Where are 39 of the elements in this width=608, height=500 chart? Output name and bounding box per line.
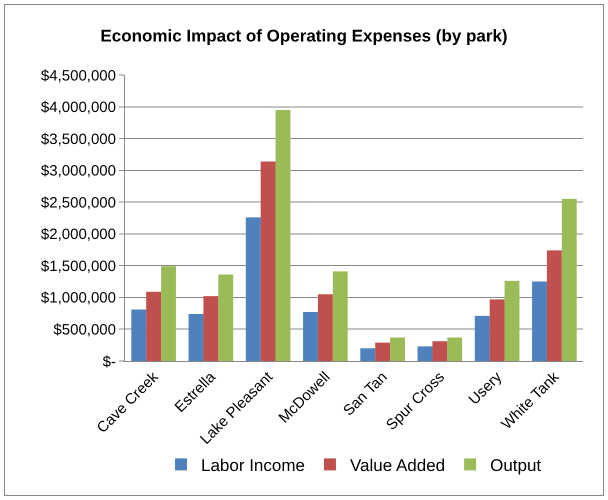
- bar: [418, 346, 432, 361]
- bar: [447, 337, 462, 361]
- bar: [188, 314, 204, 361]
- bar: [218, 274, 234, 361]
- y-tick-label: $4,000,000: [40, 99, 116, 116]
- bar: [303, 312, 318, 361]
- bar: [332, 271, 348, 361]
- bar: [474, 316, 490, 361]
- bar: [546, 250, 562, 361]
- chart-title: Economic Impact of Operating Expenses (by park): [100, 26, 508, 46]
- y-tick-label: $4,500,000: [40, 67, 116, 84]
- y-tick-label: $-: [102, 353, 116, 370]
- bar: [131, 310, 146, 361]
- bar: [203, 296, 218, 361]
- bar: [490, 299, 505, 361]
- y-tick-label: $2,000,000: [40, 226, 116, 244]
- x-tick-label: San Tan: [340, 368, 391, 420]
- y-tick-label: $1,500,000: [40, 258, 116, 275]
- y-tick-label: $3,500,000: [40, 130, 116, 148]
- bar: [146, 292, 162, 361]
- bar: [246, 217, 261, 361]
- legend-label: Output: [490, 456, 542, 475]
- legend-label: Labor Income: [201, 456, 305, 475]
- bar: [360, 348, 376, 361]
- bar: [432, 341, 448, 361]
- y-tick-label: $1,000,000: [40, 290, 116, 307]
- y-tick-label: $500,000: [53, 321, 116, 338]
- bar: [161, 266, 176, 361]
- bar: [375, 342, 390, 361]
- bar: [562, 198, 577, 361]
- bar: [276, 110, 290, 361]
- bar: [532, 282, 547, 361]
- bar: [318, 294, 333, 361]
- y-tick-label: $3,000,000: [40, 162, 116, 180]
- bar: [390, 337, 405, 361]
- legend-label: Value Added: [350, 456, 446, 475]
- bar: [504, 280, 520, 361]
- y-tick-label: $2,500,000: [40, 194, 116, 212]
- bar: [260, 161, 276, 361]
